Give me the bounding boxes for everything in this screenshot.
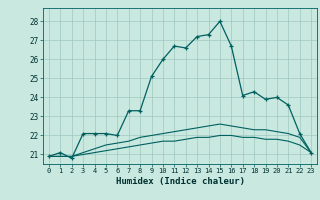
X-axis label: Humidex (Indice chaleur): Humidex (Indice chaleur) xyxy=(116,177,244,186)
